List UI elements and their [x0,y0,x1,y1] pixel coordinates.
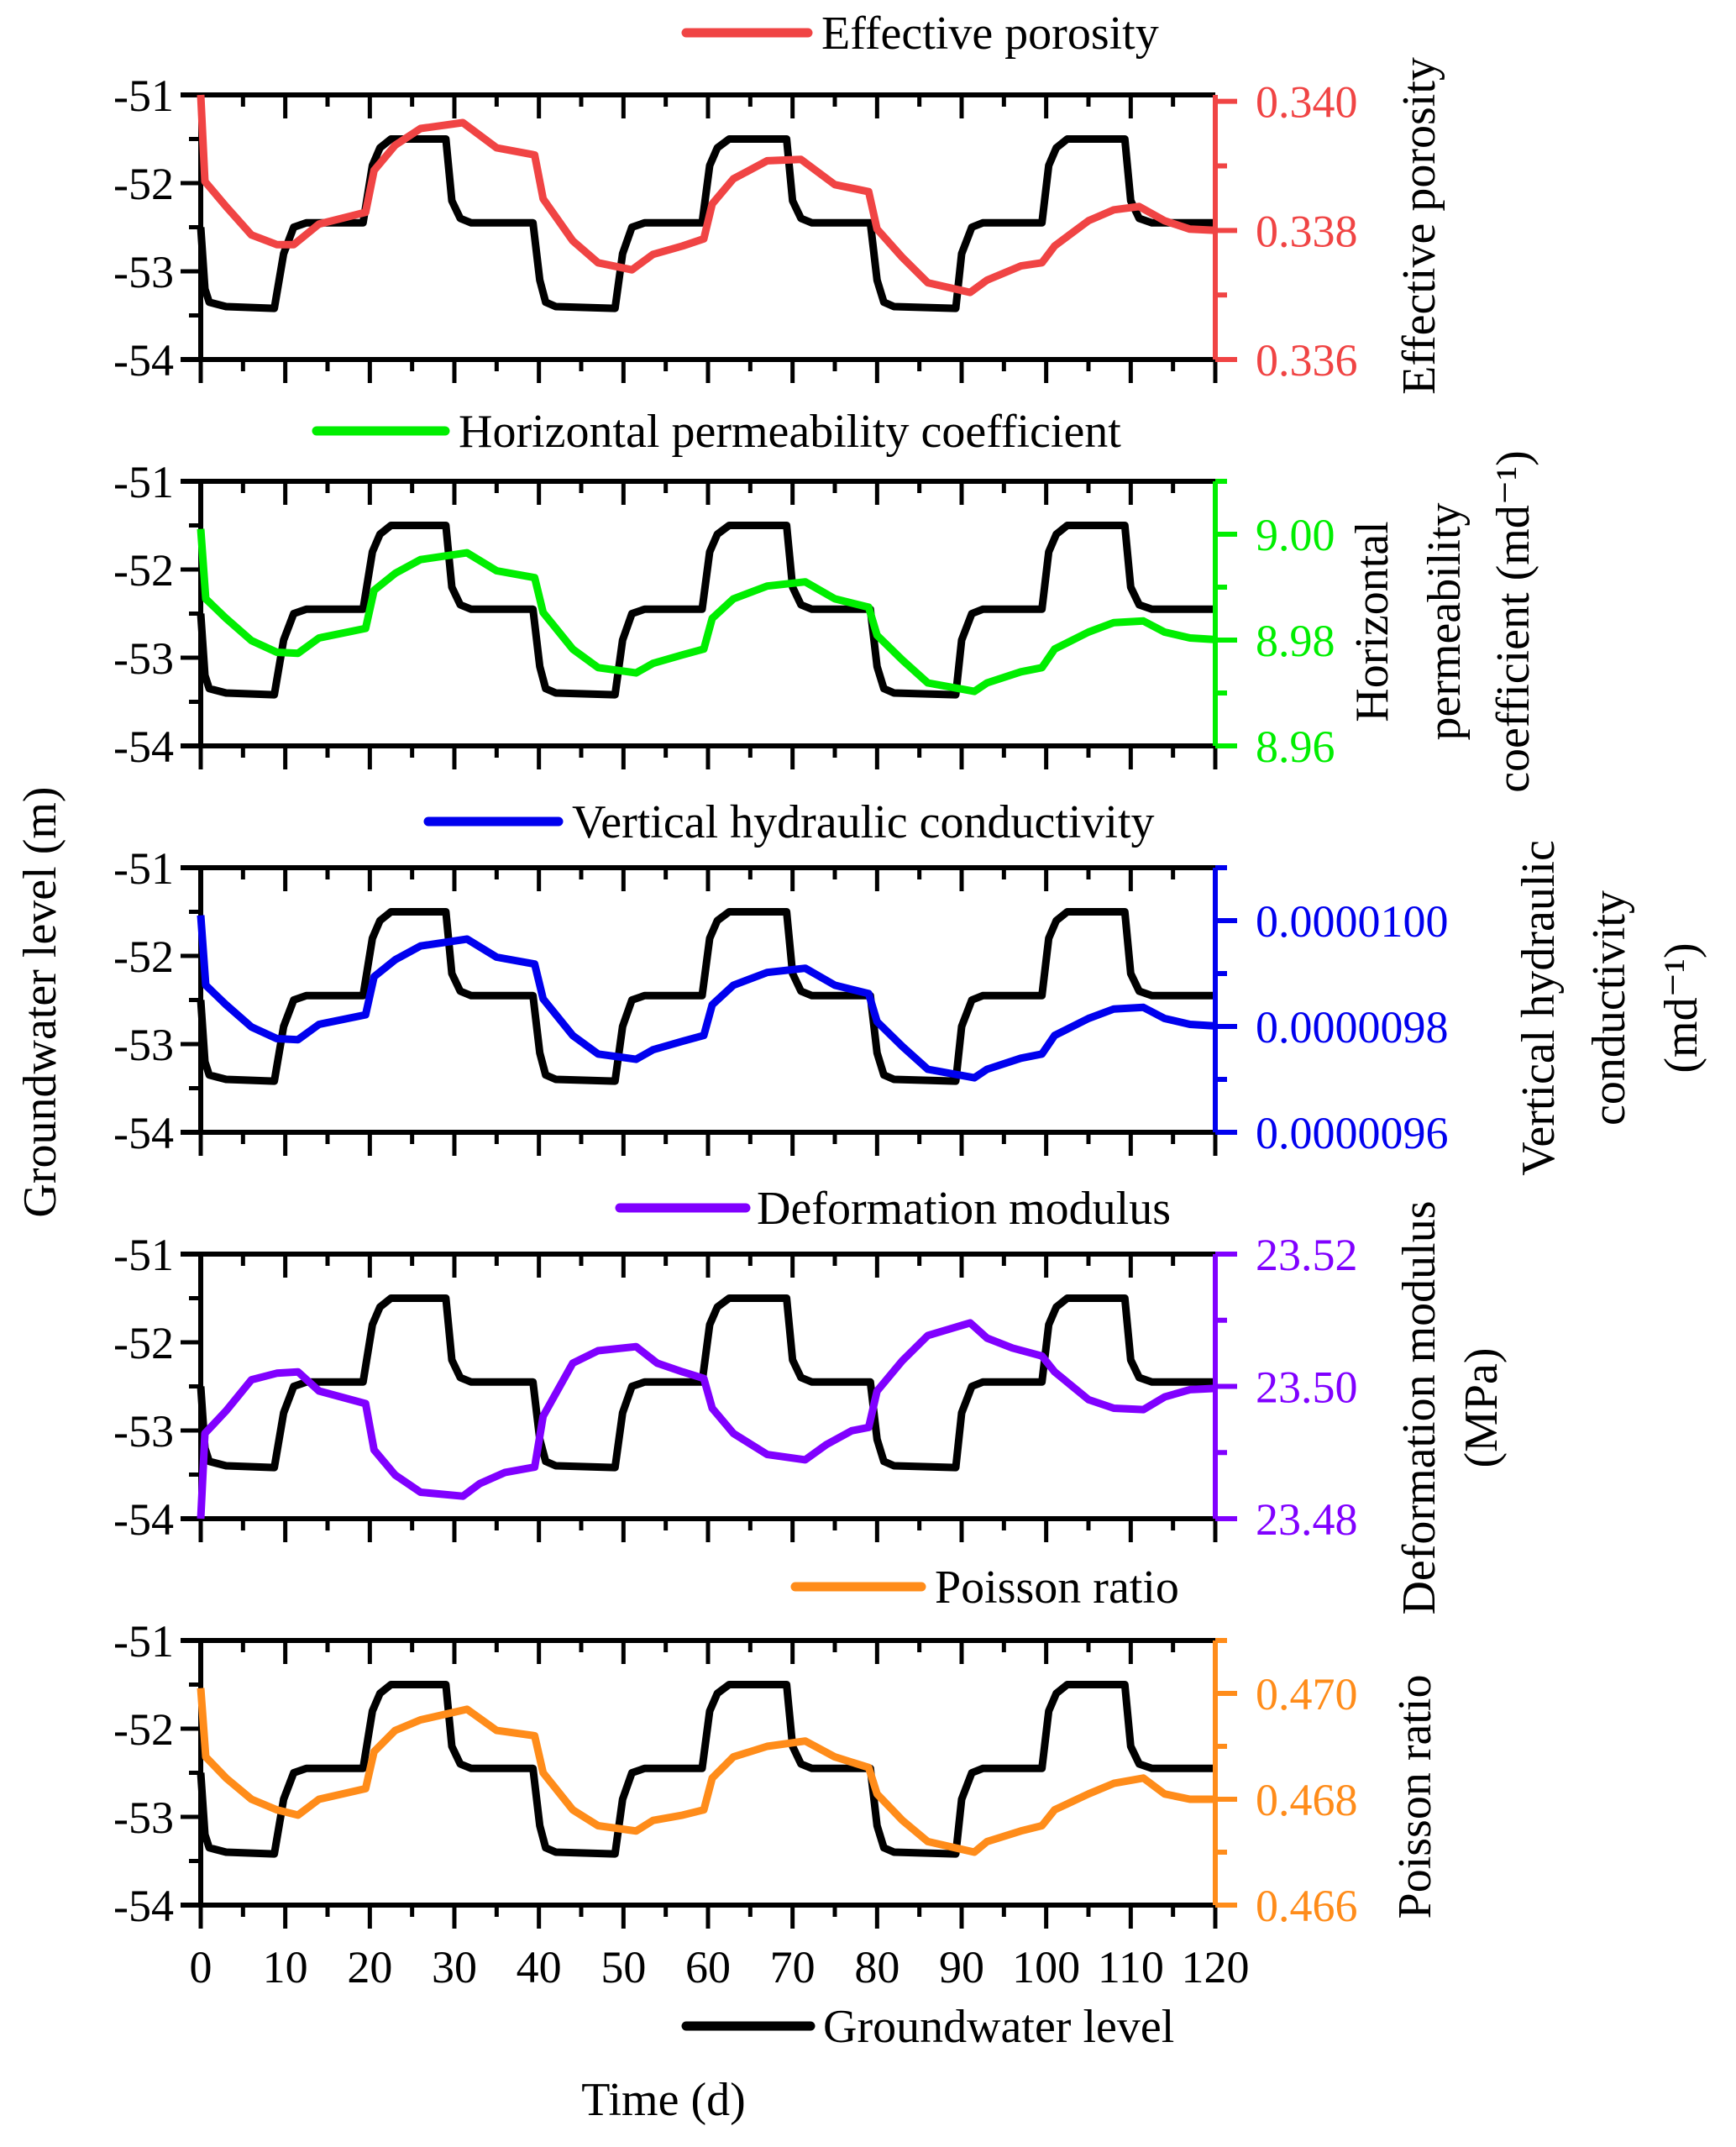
legend-label: Deformation modulus [757,1183,1171,1235]
parameter-line [197,915,1216,1082]
left-tick-label: -53 [113,1020,174,1070]
right-tick-label: 23.52 [1256,1230,1358,1280]
groundwater-level-line [197,1681,1215,1858]
right-y-axis-title: permeability [1419,502,1471,740]
groundwater-level-line [197,908,1215,1085]
x-tick-label: 80 [854,1942,899,1992]
right-tick-label: 0.468 [1256,1775,1358,1825]
right-tick-label: 0.340 [1256,77,1358,128]
right-y-axis-title: conductivity [1583,890,1635,1126]
x-tick-label: 50 [601,1942,646,1992]
left-tick-label: -54 [113,722,174,772]
legend-groundwater-level: Groundwater level [681,2001,1174,2053]
left-tick-label: -51 [113,1230,174,1280]
panel-deformation-modulus: -51 -52 -53 -54 23.48 23.50 23.52 Deformation m… [113,1183,1508,1615]
legend-label-groundwater: Groundwater level [823,2001,1174,2053]
x-tick-labels: 0 10 20 30 40 50 60 70 80 90 100 110 120 [190,1942,1250,1992]
left-y-axis-title: Groundwater level (m) [14,786,66,1217]
x-tick-label: 40 [517,1942,562,1992]
x-tick-label: 120 [1182,1942,1250,1992]
right-tick-label: 23.50 [1256,1362,1358,1413]
right-y-axis-title: Horizontal [1346,521,1398,722]
parameter-line [197,1688,1215,1856]
legend-vertical-hydraulic-conductivity: Vertical hydraulic conductivity [423,796,1155,848]
right-y-axis-title: (MPa) [1455,1347,1508,1467]
right-tick-label: 0.0000100 [1256,896,1449,947]
x-tick-label: 90 [939,1942,984,1992]
parameter-line [197,94,1216,297]
left-tick-label: -51 [113,71,174,121]
right-tick-label: 0.0000098 [1256,1002,1449,1053]
parameter-line [197,1319,1216,1520]
x-tick-label: 100 [1012,1942,1080,1992]
panel-horizontal-permeability-coefficient: -51 -52 -53 -54 8.96 8.98 9.00 Horizontal permea… [113,406,1539,793]
x-tick-label: 0 [190,1942,212,1992]
right-y-axis-title: Deformation modulus [1393,1200,1445,1614]
right-tick-label: 0.336 [1256,335,1358,386]
right-y-axis-title: Poisson ratio [1389,1675,1441,1919]
x-tick-label: 70 [770,1942,816,1992]
groundwater-level-line [197,135,1215,312]
x-tick-label: 20 [347,1942,392,1992]
left-tick-label: -52 [113,932,174,982]
legend-label: Horizontal permeability coefficient [459,406,1121,458]
right-y-axis-title: Effective porosity [1393,57,1445,395]
panel-poisson-ratio: -51 -52 -53 -54 0.466 0.468 0.470 Poisson ratio… [113,1562,1441,1931]
right-tick-label: 0.466 [1256,1881,1358,1931]
right-tick-label: 0.0000096 [1256,1108,1449,1158]
right-tick-label: 23.48 [1256,1494,1358,1545]
left-tick-label: -52 [113,159,174,209]
panels: -51 -52 -53 -54 0.336 0.338 0.340 Effective por… [113,8,1707,1992]
legend-poisson-ratio: Poisson ratio [790,1562,1179,1614]
x-tick-label: 110 [1098,1942,1164,1992]
panel-effective-porosity: -51 -52 -53 -54 0.336 0.338 0.340 Effective por… [113,8,1445,395]
left-tick-label: -52 [113,1704,174,1755]
right-tick-label: 9.00 [1256,510,1335,560]
legend-deformation-modulus: Deformation modulus [615,1183,1171,1235]
groundwater-level-line [197,522,1215,699]
right-tick-label: 0.338 [1256,206,1358,256]
left-tick-label: -51 [113,457,174,507]
right-y-axis-title: Vertical hydraulic [1513,840,1565,1176]
left-tick-label: -52 [113,545,174,596]
right-tick-label: 8.96 [1256,722,1335,772]
legend-label: Poisson ratio [935,1562,1179,1614]
left-tick-label: -54 [113,1108,174,1158]
left-tick-label: -51 [113,843,174,894]
x-tick-label: 60 [685,1942,731,1992]
panel-vertical-hydraulic-conductivity: -51 -52 -53 -54 0.0000096 0.0000098 0.0000100 V… [113,796,1707,1176]
left-tick-label: -54 [113,335,174,386]
right-y-axis-title: coefficient (md⁻¹) [1487,450,1539,793]
x-axis-title: Time (d) [581,2074,746,2126]
left-tick-label: -51 [113,1616,174,1667]
parameter-line [197,528,1216,696]
left-tick-label: -54 [113,1494,174,1545]
x-tick-label: 30 [432,1942,477,1992]
left-tick-label: -52 [113,1318,174,1368]
right-tick-label: 0.470 [1256,1669,1358,1719]
legend-label: Vertical hydraulic conductivity [572,796,1155,848]
legend-effective-porosity: Effective porosity [681,8,1159,60]
left-tick-label: -53 [113,1406,174,1457]
left-tick-label: -53 [113,247,174,297]
legend-label: Effective porosity [821,8,1159,60]
left-tick-label: -54 [113,1881,174,1931]
right-y-axis-title: (md⁻¹) [1655,942,1707,1073]
legend-horizontal-permeability-coefficient: Horizontal permeability coefficient [312,406,1121,458]
left-tick-label: -53 [113,1793,174,1843]
left-tick-label: -53 [113,633,174,684]
right-tick-label: 8.98 [1256,616,1335,666]
x-tick-label: 10 [263,1942,308,1992]
